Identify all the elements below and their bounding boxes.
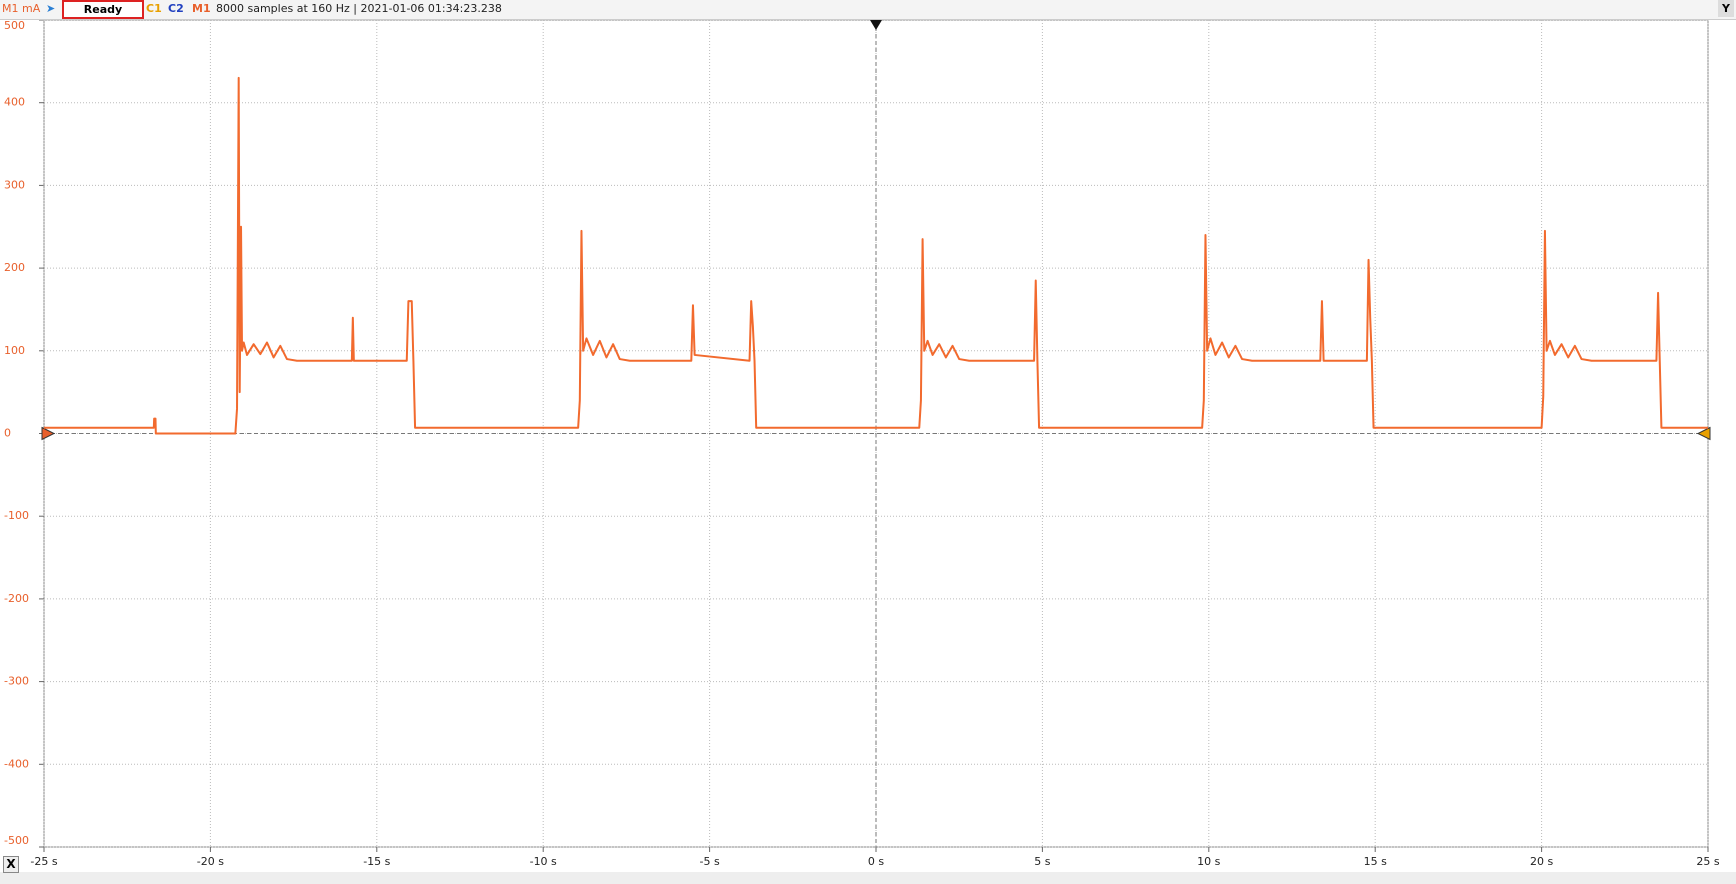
x-tick-label: 20 s (1530, 855, 1553, 868)
x-tick-label: 0 s (868, 855, 884, 868)
signal-line (44, 76, 1708, 435)
plot: 500 400 300 200 100 0 -100 -200 -300 -400 -500-25 … (4, 20, 1720, 868)
y-tick-label: -400 (4, 757, 29, 770)
m1-button[interactable]: M1 (192, 2, 211, 15)
y-tick-label: -100 (4, 509, 29, 522)
x-tick-label: -20 s (197, 855, 224, 868)
status[interactable]: Ready (62, 0, 144, 19)
status-bar: X (0, 856, 1736, 884)
run-arrow[interactable]: ➤ (46, 2, 56, 15)
x-tick-label: 15 s (1364, 855, 1387, 868)
toolbar: M1 mA ➤ Ready C1 C2 M1 8000 samples at 1… (0, 0, 1736, 20)
x-tick-label: -15 s (363, 855, 390, 868)
x-tick-label: 5 s (1034, 855, 1050, 868)
y-tick-label: -200 (4, 592, 29, 605)
y-tick-label: 300 (4, 178, 25, 191)
channel-unit: M1 mA (2, 2, 41, 15)
y-tick-label: 0 (4, 427, 11, 440)
x-tick-label: -10 s (530, 855, 557, 868)
y-tick-label: 500 (4, 20, 25, 32)
x-tick-label: -25 s (30, 855, 57, 868)
level-marker-left (41, 426, 56, 441)
c1-button[interactable]: C1 (146, 2, 162, 15)
level-marker-right (1696, 426, 1711, 441)
trigger-marker (870, 20, 882, 30)
y-tick-label: 200 (4, 261, 25, 274)
c2-button[interactable]: C2 (168, 2, 184, 15)
x-button[interactable]: X (3, 856, 19, 873)
y-tick-label: 400 (4, 96, 25, 109)
x-tick-label: -5 s (699, 855, 719, 868)
y-button[interactable]: Y (1718, 0, 1734, 17)
y-tick-label: -500 (4, 834, 29, 847)
x-tick-label: 10 s (1197, 855, 1220, 868)
x-tick-label: 25 s (1696, 855, 1719, 868)
acquisition-info: 8000 samples at 160 Hz | 2021-01-06 01:3… (216, 2, 502, 15)
y-tick-label: 100 (4, 344, 25, 357)
y-tick-label: -300 (4, 675, 29, 688)
